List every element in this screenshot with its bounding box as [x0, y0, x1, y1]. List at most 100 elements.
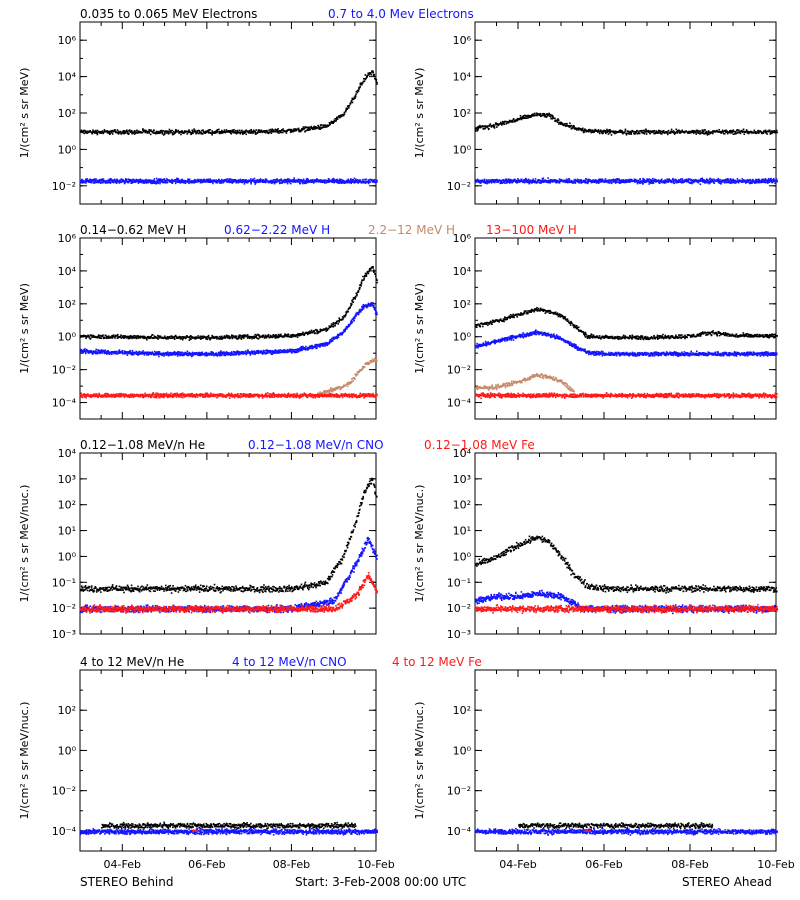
- data-point: [228, 178, 231, 180]
- data-point: [497, 181, 499, 183]
- data-point: [85, 351, 87, 354]
- data-point: [614, 132, 616, 135]
- data-point: [95, 129, 97, 132]
- data-point: [88, 179, 90, 182]
- data-point: [323, 124, 326, 127]
- data-point: [504, 120, 507, 123]
- data-point: [522, 181, 525, 183]
- data-point: [100, 181, 103, 184]
- data-point: [673, 133, 676, 135]
- data-point: [146, 338, 148, 341]
- data-point: [342, 316, 345, 319]
- data-point: [705, 130, 708, 133]
- data-point: [106, 131, 109, 134]
- data-point: [744, 180, 747, 182]
- row-4-title-black: 4 to 12 MeV/n He: [80, 655, 184, 669]
- data-point: [749, 182, 751, 185]
- row-3-titles: 0.12−1.08 MeV/n He 0.12−1.08 MeV/n CNO 0…: [80, 438, 535, 452]
- data-point: [479, 180, 481, 183]
- data-point: [317, 180, 319, 183]
- row-2-titles: 0.14−0.62 MeV H 0.62−2.22 MeV H 2.2−12 M…: [80, 223, 577, 237]
- data-point: [107, 179, 109, 182]
- data-point: [488, 179, 490, 181]
- data-point: [510, 179, 512, 181]
- data-point: [229, 131, 232, 134]
- data-point: [188, 339, 191, 341]
- data-point: [524, 177, 527, 180]
- data-point: [639, 178, 641, 181]
- y-tick-label: 10⁰: [58, 143, 77, 156]
- data-point: [175, 178, 178, 181]
- data-point: [490, 181, 493, 184]
- data-point: [634, 132, 636, 135]
- data-point: [337, 181, 339, 183]
- data-point: [693, 131, 696, 134]
- data-point: [125, 180, 127, 183]
- data-point: [351, 180, 353, 182]
- data-point: [206, 338, 209, 341]
- data-point: [244, 131, 247, 134]
- data-point: [235, 129, 237, 132]
- data-point: [170, 181, 173, 183]
- data-point: [707, 131, 709, 133]
- data-point: [308, 181, 311, 183]
- data-point: [320, 126, 323, 129]
- data-point: [301, 181, 303, 183]
- data-point: [624, 130, 627, 132]
- data-point: [170, 131, 172, 133]
- data-point: [200, 131, 202, 134]
- data-point: [287, 180, 289, 183]
- data-point: [358, 179, 361, 181]
- data-point: [739, 130, 742, 133]
- data-point: [308, 180, 311, 182]
- data-point: [628, 131, 630, 134]
- data-point: [742, 130, 745, 133]
- data-point: [734, 133, 736, 135]
- data-point: [215, 131, 218, 134]
- data-point: [165, 179, 167, 182]
- data-point: [96, 129, 99, 132]
- data-point: [623, 131, 625, 134]
- data-point: [267, 180, 269, 182]
- data-point: [241, 179, 244, 181]
- data-point: [593, 130, 596, 132]
- data-point: [96, 133, 99, 136]
- data-point: [374, 275, 377, 278]
- data-point: [512, 121, 514, 123]
- data-point: [640, 129, 643, 132]
- data-point: [704, 129, 706, 131]
- data-point: [295, 129, 298, 132]
- data-point: [358, 86, 360, 89]
- data-point: [300, 180, 302, 182]
- data-point: [87, 334, 89, 337]
- data-point: [762, 132, 764, 134]
- data-point: [208, 179, 210, 182]
- y-tick-label: 10²: [58, 107, 76, 120]
- data-point: [476, 179, 478, 182]
- data-point: [244, 130, 247, 132]
- data-point: [144, 131, 147, 133]
- y-tick-label: 10²: [58, 298, 76, 311]
- footer-right-label: STEREO Ahead: [682, 875, 772, 889]
- data-point: [578, 129, 580, 131]
- series-black: [79, 265, 378, 341]
- data-point: [161, 179, 164, 181]
- data-point: [239, 180, 242, 183]
- data-point: [213, 130, 216, 133]
- data-point: [177, 130, 179, 133]
- data-point: [147, 130, 150, 133]
- data-point: [344, 314, 347, 317]
- data-point: [356, 294, 358, 297]
- data-point: [508, 180, 511, 183]
- data-point: [368, 73, 370, 75]
- data-point: [691, 129, 694, 132]
- data-point: [143, 180, 145, 183]
- data-point: [245, 181, 248, 184]
- data-point: [280, 131, 282, 134]
- data-point: [207, 334, 210, 337]
- data-point: [342, 318, 344, 321]
- data-point: [285, 181, 288, 183]
- data-point: [491, 125, 493, 127]
- data-point: [352, 301, 355, 304]
